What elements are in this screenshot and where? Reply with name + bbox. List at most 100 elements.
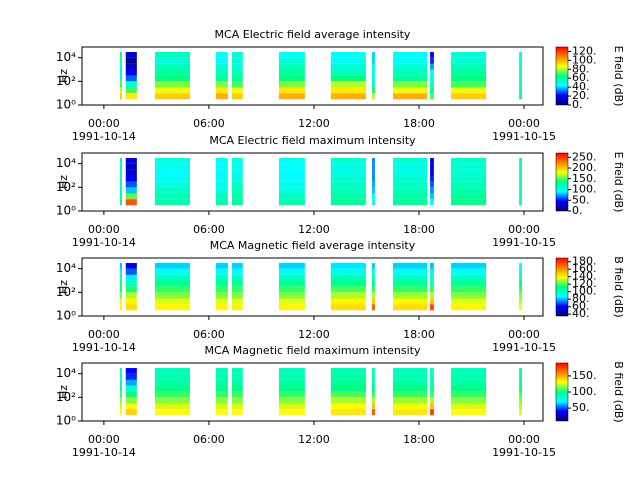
spectrogram-cell [278, 57, 305, 64]
spectrogram-cell [278, 263, 305, 269]
spectrogram-cell [372, 409, 375, 416]
spectrogram-cell [231, 57, 243, 64]
spectrogram-cell [231, 263, 243, 269]
x-date-label: 1991-10-14 [72, 130, 136, 143]
spectrogram-cell [119, 292, 122, 299]
spectrogram-cell [430, 368, 434, 374]
colorbar-tick-label: 150. [572, 172, 597, 185]
spectrogram-cell [119, 57, 122, 64]
spectrogram-cell [451, 403, 487, 410]
colorbar-tick-label: 100. [572, 53, 597, 66]
spectrogram-cell [154, 280, 190, 287]
spectrogram-cell [430, 379, 434, 386]
x-tick-label: 12:00 [298, 433, 330, 446]
spectrogram-cell [330, 69, 366, 76]
spectrogram-cell [393, 63, 428, 70]
spectrogram-cell [393, 169, 428, 176]
spectrogram-cell [519, 391, 522, 398]
spectrogram-cell [372, 304, 375, 311]
colorbar-tick-label: 80. [572, 292, 590, 305]
spectrogram-cell [215, 187, 228, 194]
spectrogram-cell [519, 199, 522, 206]
spectrogram-cell [231, 409, 243, 416]
x-tick-label: 00:00 [88, 117, 120, 130]
spectrogram-cell [519, 268, 522, 275]
spectrogram-cell [125, 379, 137, 386]
spectrogram-cell [231, 403, 243, 410]
spectrogram-cell [330, 57, 366, 64]
spectrogram-cell [278, 304, 305, 311]
spectrogram-cell [278, 169, 305, 176]
spectrogram-cell [125, 69, 137, 76]
spectrogram-cell [372, 57, 375, 64]
spectrogram-cell [430, 409, 434, 416]
spectrogram-cell [154, 368, 190, 374]
spectrogram-cell [430, 304, 434, 311]
spectrogram-cell [231, 175, 243, 182]
spectrogram-cell [154, 57, 190, 64]
spectrogram-cell [215, 57, 228, 64]
chart-title: MCA Magnetic field average intensity [210, 239, 416, 252]
spectrogram-cell [330, 199, 366, 206]
spectrogram-cell [430, 75, 434, 82]
spectrogram-cell [278, 199, 305, 206]
colorbar-tick-label: 60. [572, 71, 590, 84]
spectrogram-cell [393, 292, 428, 299]
spectrogram-cell [519, 409, 522, 416]
spectrogram-cell [519, 286, 522, 293]
x-tick-label: 00:00 [88, 223, 120, 236]
spectrogram-cell [372, 268, 375, 275]
colorbar-tick-label: 60. [572, 300, 590, 313]
spectrogram-cell [154, 304, 190, 311]
spectrogram-cell [231, 292, 243, 299]
spectrogram-cell [430, 81, 434, 88]
x-date-label: 1991-10-15 [492, 130, 556, 143]
spectrogram-cell [430, 69, 434, 76]
spectrogram-cell [393, 391, 428, 398]
spectrogram-cell [451, 263, 487, 269]
spectrogram-cell [393, 286, 428, 293]
x-date-label: 1991-10-14 [72, 341, 136, 354]
spectrogram-cell [154, 385, 190, 392]
spectrogram-cell [278, 280, 305, 287]
spectrogram-cell [231, 304, 243, 311]
spectrogram-cell [430, 385, 434, 392]
spectrogram-cell [125, 391, 137, 398]
spectrogram-cell [119, 75, 122, 82]
spectrogram-cell [372, 391, 375, 398]
spectrogram-cell [119, 169, 122, 176]
spectrogram-cell [430, 169, 434, 176]
spectrogram-cell [231, 87, 243, 94]
spectrogram-cell [154, 93, 190, 100]
spectrogram-cell [519, 397, 522, 404]
colorbar-tick-label: 140. [572, 270, 597, 283]
colorbar-tick-label: 160. [572, 262, 597, 275]
spectrogram-cell [451, 187, 487, 194]
spectrogram-cell [393, 385, 428, 392]
spectrogram-cell [278, 158, 305, 164]
spectrogram-cell [451, 158, 487, 164]
spectrogram-cell [430, 263, 434, 269]
spectrogram-cell [330, 75, 366, 82]
spectrogram-cell [119, 187, 122, 194]
spectrogram-cell [330, 409, 366, 416]
spectrogram-cell [372, 263, 375, 269]
colorbar-tick-label: 40. [572, 80, 590, 93]
spectrogram-cell [215, 385, 228, 392]
spectrogram-cell [330, 87, 366, 94]
spectrogram-cell [119, 268, 122, 275]
plot-frame [81, 257, 544, 317]
x-tick-label: 06:00 [193, 117, 225, 130]
spectrogram-cell [330, 304, 366, 311]
spectrogram-cell [519, 52, 522, 58]
spectrogram-cell [519, 280, 522, 287]
spectrogram-cell [278, 274, 305, 281]
colorbar-tick-label: 50. [572, 193, 590, 206]
spectrogram-cell [154, 175, 190, 182]
spectrogram-cell [125, 298, 137, 305]
spectrogram-cell [330, 158, 366, 164]
spectrogram-cell [125, 280, 137, 287]
spectrogram-cell [430, 181, 434, 188]
spectrogram-cell [393, 175, 428, 182]
spectrogram-cell [519, 379, 522, 386]
